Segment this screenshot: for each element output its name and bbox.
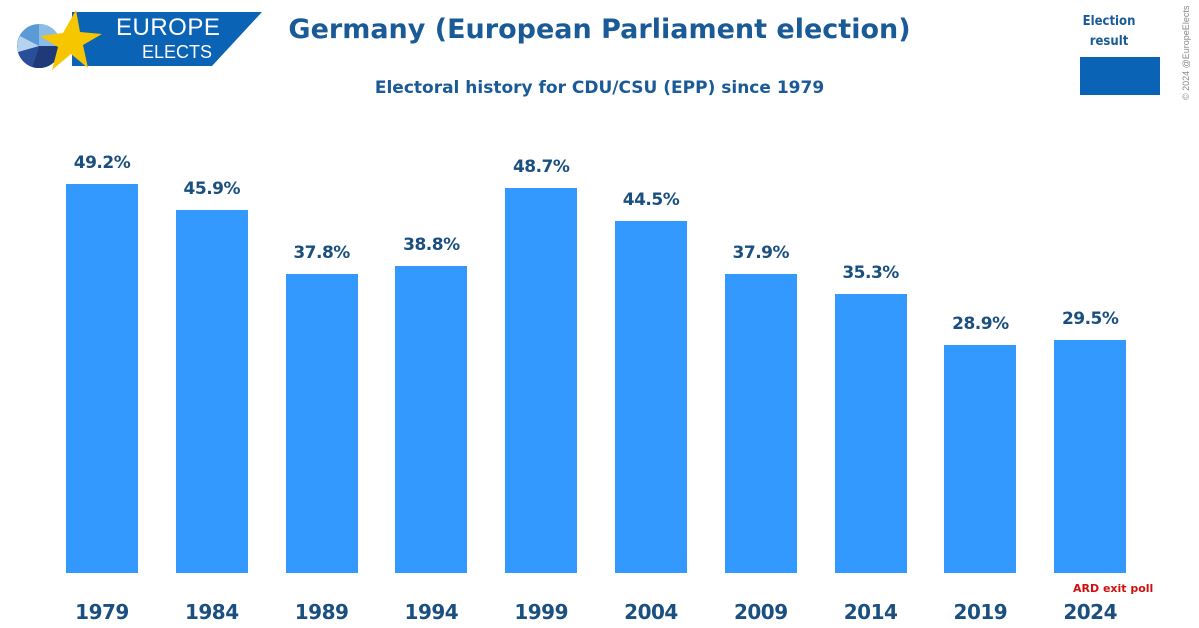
data-label-1979: 49.2% [73, 153, 131, 174]
europe-elects-logo: EUROPE ELECTS [14, 10, 264, 70]
x-tick-label-1984: 1984 [184, 600, 239, 624]
data-label-2004: 44.5% [622, 190, 680, 211]
x-tick-label-1999: 1999 [514, 600, 569, 624]
data-label-1989: 37.8% [293, 243, 350, 264]
legend-swatch [1080, 57, 1160, 95]
x-tick-label-2004: 2004 [624, 600, 678, 624]
data-label-1984: 45.9% [183, 179, 241, 200]
x-tick-label-2019: 2019 [953, 600, 1008, 624]
bar-2014 [834, 294, 907, 573]
legend-label: Election result [1082, 14, 1136, 49]
bar-2004 [615, 221, 687, 573]
x-tick-label-2009: 2009 [733, 600, 788, 624]
bar-1999 [505, 188, 578, 573]
data-label-2009: 37.9% [732, 242, 790, 263]
x-tick-label-2014: 2014 [843, 600, 898, 624]
data-label-2019: 28.9% [952, 313, 1009, 334]
x-tick-label-1979: 1979 [75, 600, 129, 624]
logo-banner-icon [72, 12, 262, 66]
bar-1979 [66, 184, 138, 573]
bar-1984 [175, 210, 248, 573]
chart-subtitle: Electoral history for CDU/CSU (EPP) sinc… [374, 78, 825, 98]
data-label-1999: 48.7% [512, 157, 570, 178]
x-tick-label-1994: 1994 [404, 600, 459, 624]
bar-2019 [944, 344, 1017, 573]
bar-1994 [395, 266, 468, 573]
logo-text-europe: EUROPE [116, 14, 221, 41]
data-label-2024: 29.5% [1061, 308, 1119, 329]
bar-2024 [1054, 339, 1127, 573]
star-icon [40, 10, 102, 70]
bar-1989 [285, 274, 358, 573]
chart-title: Germany (European Parliament election) [288, 14, 911, 45]
data-label-1994: 38.8% [403, 235, 460, 256]
x-tick-label-1989: 1989 [294, 600, 349, 624]
logo-text-elects: ELECTS [142, 42, 213, 62]
bar-2009 [724, 273, 797, 573]
exit-poll-note: ARD exit poll [1073, 582, 1154, 595]
data-label-2014: 35.3% [842, 263, 899, 284]
x-tick-label-2024: 2024 [1063, 600, 1118, 624]
